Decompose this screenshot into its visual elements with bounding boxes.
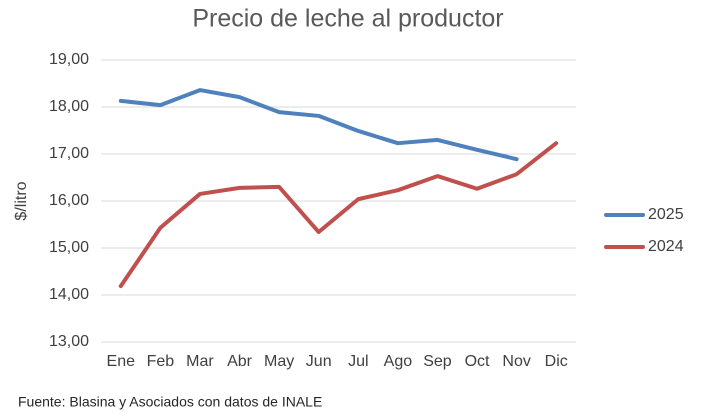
- x-tick-label: Ene: [107, 353, 136, 370]
- x-tick-label: Jun: [306, 353, 332, 370]
- x-tick-label: Abr: [227, 353, 253, 370]
- x-tick-label: Feb: [147, 353, 175, 370]
- y-tick-label: 16,00: [49, 192, 89, 209]
- x-tick-label: Nov: [502, 353, 530, 370]
- y-tick-label: 17,00: [49, 145, 89, 162]
- chart-title: Precio de leche al productor: [192, 5, 503, 33]
- series-line: [118, 141, 559, 289]
- series-line: [118, 88, 519, 162]
- y-tick-label: 14,00: [49, 286, 89, 303]
- y-tick-label: 15,00: [49, 239, 89, 256]
- legend-label: 2025: [648, 206, 684, 223]
- x-tick-label: Sep: [423, 353, 452, 370]
- y-tick-label: 19,00: [49, 51, 89, 68]
- x-tick-label: Oct: [465, 353, 490, 370]
- x-tick-label: May: [264, 353, 294, 370]
- x-tick-label: Mar: [186, 353, 214, 370]
- legend-label: 2024: [648, 238, 684, 255]
- y-tick-label: 13,00: [49, 333, 89, 350]
- x-tick-label: Ago: [384, 353, 413, 370]
- x-tick-label: Jul: [348, 353, 368, 370]
- y-axis-label: $/litro: [13, 181, 30, 220]
- y-tick-label: 18,00: [49, 98, 89, 115]
- x-tick-label: Dic: [545, 353, 568, 370]
- source-note: Fuente: Blasina y Asociados con datos de…: [18, 394, 322, 410]
